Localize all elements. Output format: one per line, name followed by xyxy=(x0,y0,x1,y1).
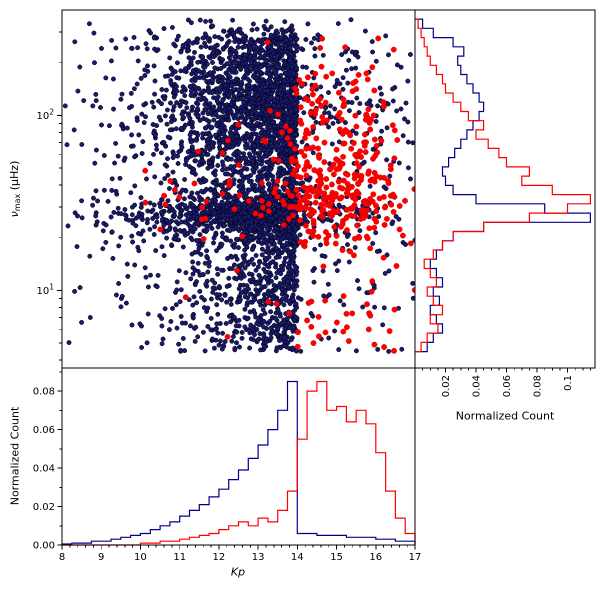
axis-tick-labels: 101 102 8 9 10 11 12 13 14 15 16 17 0.00 0.02 0.04 0.06… xyxy=(33,107,574,563)
scatter-series-blue xyxy=(62,17,415,354)
x-axis-label-normalized-count-right: Normalized Count xyxy=(455,409,555,423)
svg-text:102: 102 xyxy=(36,107,54,122)
right-hist-panel-frame xyxy=(414,9,596,369)
svg-text:0.02: 0.02 xyxy=(441,375,452,397)
svg-text:8: 8 xyxy=(59,552,65,563)
kp-histogram-blue xyxy=(61,380,416,545)
svg-text:0.00: 0.00 xyxy=(33,541,55,552)
nu-symbol: ν xyxy=(8,211,21,218)
kp-histogram-red xyxy=(62,380,416,546)
svg-text:15: 15 xyxy=(330,552,343,563)
nu-subscript: max xyxy=(13,193,22,212)
svg-text:0.1: 0.1 xyxy=(563,375,574,391)
svg-text:13: 13 xyxy=(252,552,265,563)
svg-text:16: 16 xyxy=(369,552,382,563)
svg-text:14: 14 xyxy=(291,552,304,563)
svg-text:11: 11 xyxy=(173,552,186,563)
axis-ticks xyxy=(57,31,591,550)
svg-text:0.08: 0.08 xyxy=(533,375,544,397)
svg-text:0.06: 0.06 xyxy=(502,375,513,397)
numax-histogram-blue xyxy=(415,18,591,353)
svg-text:0.06: 0.06 xyxy=(33,425,55,436)
scatter-series-red xyxy=(142,35,415,354)
svg-text:17: 17 xyxy=(409,552,422,563)
svg-text:0.04: 0.04 xyxy=(472,375,483,397)
svg-text:9: 9 xyxy=(98,552,104,563)
svg-text:101: 101 xyxy=(36,282,54,297)
bottom-hist-panel-frame xyxy=(61,367,416,546)
svg-text:0.04: 0.04 xyxy=(33,464,55,475)
svg-text:10: 10 xyxy=(134,552,147,563)
y-axis-label-normalized-count: Normalized Count xyxy=(8,406,22,506)
svg-text:0.02: 0.02 xyxy=(33,502,55,513)
numax-histogram-red xyxy=(415,18,591,353)
nu-unit: (μHz) xyxy=(8,160,21,194)
svg-text:0.08: 0.08 xyxy=(33,387,55,398)
svg-text:12: 12 xyxy=(213,552,226,563)
x-axis-label-kp: Kp xyxy=(230,565,246,579)
y-axis-label-numax: νmax (μHz) xyxy=(8,161,22,218)
